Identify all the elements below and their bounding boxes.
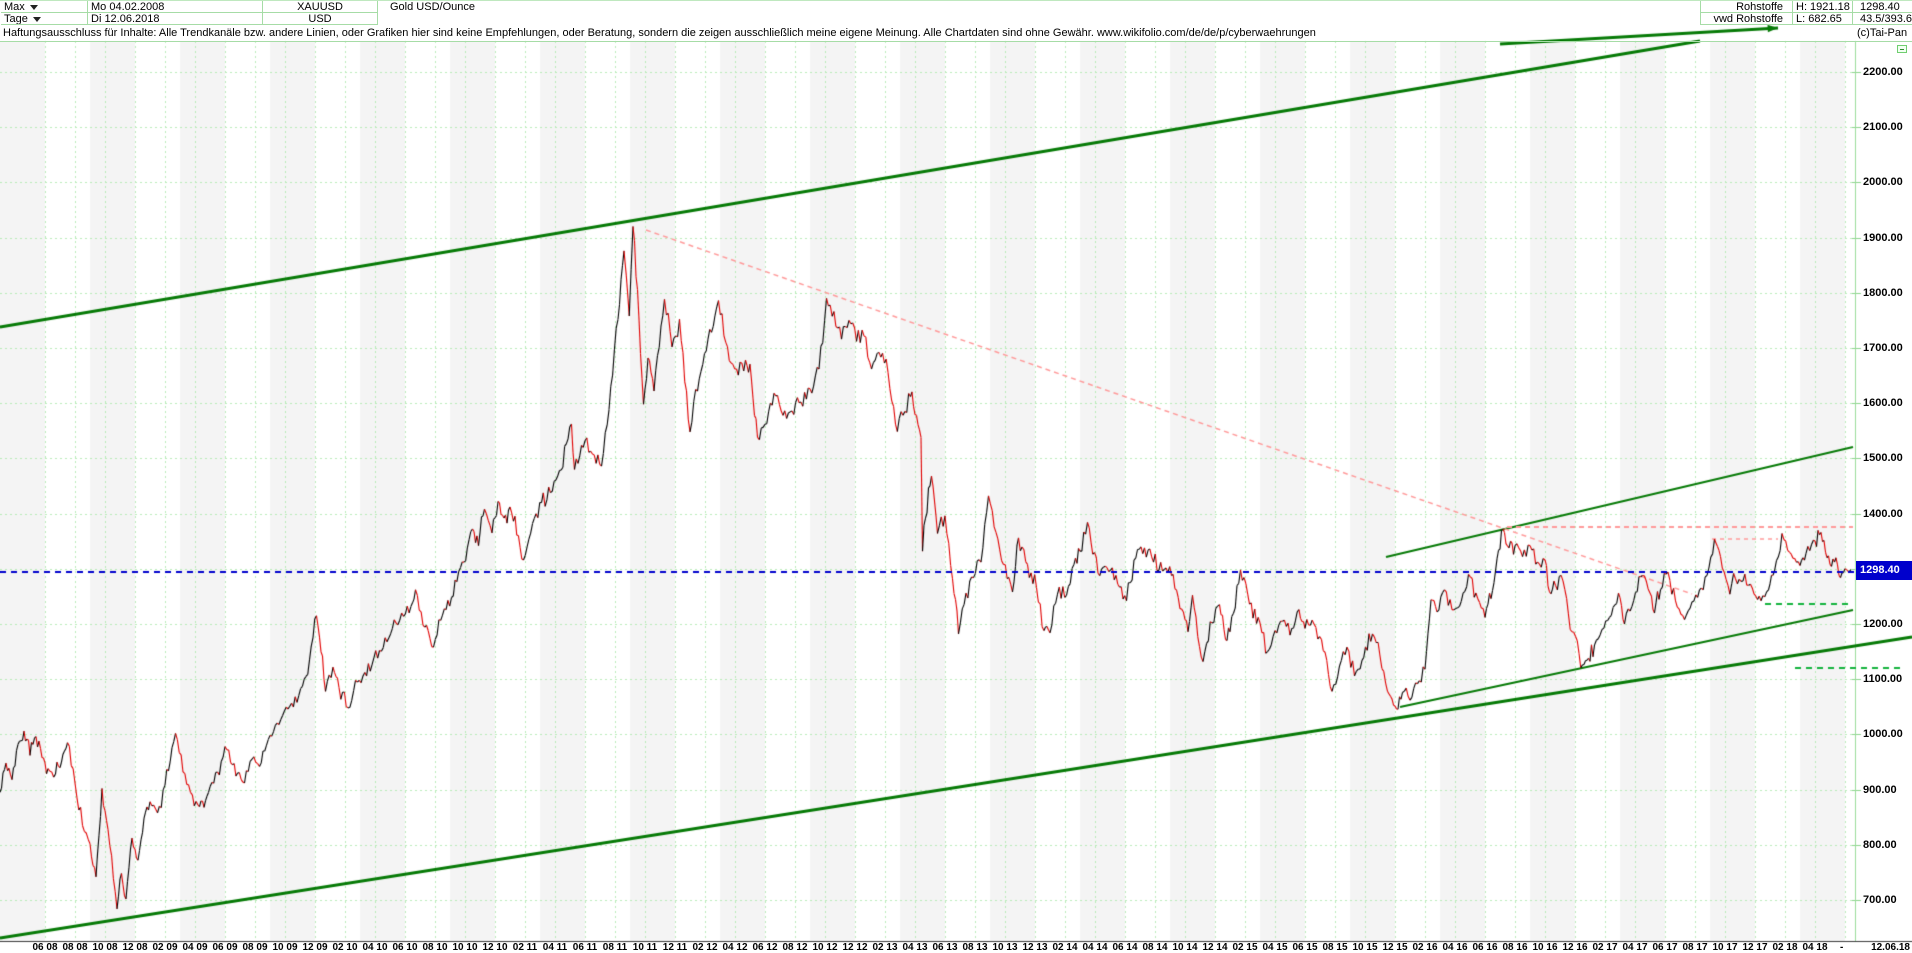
- range-dropdown-label: Max: [4, 1, 25, 13]
- instrument-name: Gold USD/Ounce: [378, 1, 708, 25]
- last-value: 1298.40: [1853, 1, 1912, 13]
- symbol-label: XAUUSD: [263, 1, 378, 13]
- period-dropdown-label: Tage: [4, 13, 28, 25]
- range-dropdown[interactable]: Max: [1, 1, 88, 13]
- group-label: Rohstoffe: [1700, 1, 1793, 13]
- header-top-border: [0, 0, 1912, 1]
- disclaimer-border: [0, 41, 1912, 42]
- disclaimer-text: Haftungsausschluss für Inhalte: Alle Tre…: [3, 27, 1316, 39]
- chevron-down-icon: [32, 16, 41, 22]
- start-date-field[interactable]: Mo 04.02.2008: [88, 1, 263, 13]
- copyright-label: (c)Tai-Pan: [1857, 27, 1908, 39]
- current-price-badge: 1298.40: [1856, 561, 1912, 580]
- end-date-field[interactable]: Di 12.06.2018: [88, 13, 263, 25]
- provider-label: vwd Rohstoffe: [1700, 13, 1793, 25]
- low-value: L: 682.65: [1793, 13, 1853, 25]
- range-ratio-value: 43.5/393.6: [1853, 13, 1912, 25]
- collapse-icon[interactable]: [1897, 45, 1907, 53]
- high-value: H: 1921.18: [1793, 1, 1853, 13]
- currency-label: USD: [263, 13, 378, 25]
- chevron-down-icon: [29, 4, 38, 10]
- period-dropdown[interactable]: Tage: [1, 13, 88, 25]
